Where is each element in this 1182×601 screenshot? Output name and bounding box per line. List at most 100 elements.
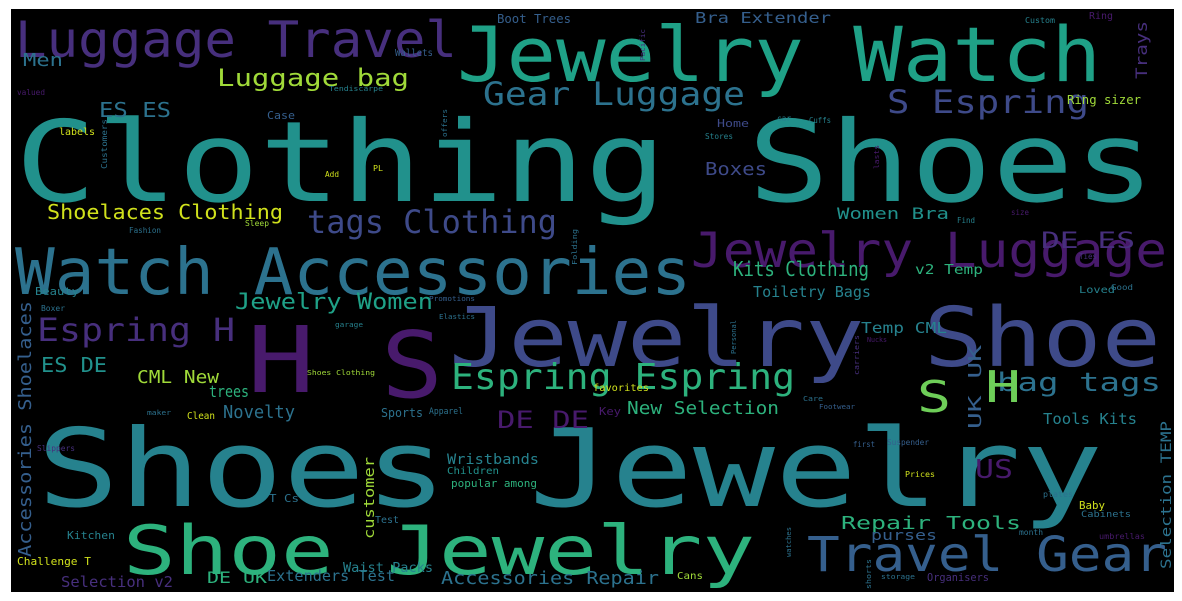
- word: Selection v2: [61, 573, 173, 591]
- word: Accessories Shoelaces: [15, 301, 36, 557]
- word: S Espring: [887, 83, 1089, 121]
- word: Sports: [381, 406, 423, 420]
- word: Luggage Travel: [15, 11, 457, 69]
- word: Elastics: [439, 313, 475, 321]
- word: Shoe Jewelry: [123, 512, 755, 591]
- word: garage: [335, 321, 363, 329]
- word: Loved: [1079, 285, 1115, 296]
- word: Personal: [730, 320, 738, 354]
- word: Beauty: [35, 285, 79, 298]
- word: Stores: [705, 132, 733, 141]
- word: Kits Clothing: [733, 257, 869, 281]
- word: Ties: [1079, 252, 1097, 261]
- word: Boot Trees: [497, 12, 571, 26]
- word: Jewelry Shoe: [449, 291, 1161, 386]
- word: Shoelaces Clothing: [47, 200, 283, 224]
- word: Jewelry Women: [235, 290, 433, 315]
- word: Clothing Shoes: [15, 98, 1155, 228]
- word: H: [247, 307, 315, 414]
- word: umbrellas: [1099, 532, 1145, 541]
- word: Key: [599, 405, 621, 418]
- word: US: [975, 455, 1013, 485]
- word: Cuffs: [809, 116, 831, 125]
- word: Children: [447, 466, 499, 477]
- word: Watch Accessories: [15, 236, 691, 310]
- word: plates: [1043, 490, 1073, 499]
- word: carriers: [853, 335, 861, 375]
- word: car: [777, 114, 791, 123]
- word: Clean: [187, 411, 215, 422]
- word: size: [1011, 208, 1029, 217]
- word: Extenders Test: [267, 567, 395, 585]
- word: H: [985, 362, 1021, 413]
- word: Fashion: [129, 226, 161, 235]
- word: Organisers: [927, 571, 989, 584]
- word: Trays: [1132, 21, 1151, 79]
- word: Challenge T: [17, 555, 91, 568]
- word: Customers: [100, 119, 109, 169]
- word: Wallets: [395, 48, 433, 59]
- word: Nucks: [867, 336, 887, 344]
- word: Espring H: [37, 311, 235, 349]
- word: lasts: [873, 145, 881, 169]
- word: month: [1019, 528, 1043, 537]
- word: Find: [957, 216, 975, 225]
- word: Kitchen: [67, 529, 115, 542]
- word: S: [917, 372, 951, 423]
- word: Luggage bag: [217, 64, 409, 92]
- word: Baby: [1079, 499, 1105, 512]
- word: Cans: [677, 571, 703, 582]
- word: storage: [881, 573, 915, 581]
- word: Bra Extender: [695, 9, 831, 27]
- word: Women Bra: [837, 204, 949, 223]
- word: Home: [717, 117, 749, 130]
- word: bag tags: [997, 368, 1161, 398]
- word: Jewelry Watch: [457, 10, 1101, 99]
- word: maker: [147, 409, 171, 417]
- word: ES DE: [41, 353, 107, 377]
- word: Jewelry Luggage: [691, 223, 1167, 279]
- word: offers: [441, 109, 449, 137]
- word: Care: [803, 395, 823, 403]
- word: ES ES: [99, 98, 171, 122]
- word: Shoes Clothing: [307, 369, 375, 377]
- word: Toiletry Bags: [753, 283, 871, 301]
- word: Wristbands: [447, 452, 539, 468]
- word: Shoes Jewelry: [37, 407, 1103, 532]
- word: v2 Temp: [915, 263, 983, 278]
- word: Ring sizer: [1067, 93, 1141, 107]
- word: valued: [17, 88, 45, 97]
- word: Ring: [1089, 11, 1113, 22]
- word: Accessories Repair: [441, 568, 659, 589]
- word: T Cs: [269, 492, 299, 505]
- word: Custom: [1025, 16, 1055, 25]
- word: purses: [871, 528, 937, 544]
- word: Temp CML: [861, 319, 947, 337]
- word: Cabinets: [1081, 510, 1131, 520]
- word: Folding: [571, 229, 579, 265]
- word: Novelty: [223, 402, 295, 423]
- word: customer: [362, 457, 378, 539]
- word: Case: [267, 109, 295, 122]
- word: tags Clothing: [307, 203, 557, 241]
- word: Pacific: [639, 29, 647, 61]
- word: favorites: [593, 383, 649, 394]
- word-cloud: Clothing Shoes Shoes Jewelry Jewelry Wat…: [11, 9, 1174, 592]
- word: trees: [209, 382, 249, 401]
- word: Good: [1111, 283, 1133, 292]
- word: Espring Espring: [451, 357, 795, 398]
- word: New Selection: [627, 398, 779, 419]
- word: popular among: [451, 477, 537, 490]
- word: S: [381, 312, 443, 419]
- word: Add: [325, 170, 339, 179]
- word: Boxes: [705, 159, 767, 180]
- word: Repair Tools: [841, 513, 1021, 534]
- word: Tendiscarpe: [329, 85, 383, 93]
- word: Prices: [905, 470, 935, 479]
- word: Gear Luggage: [483, 75, 745, 113]
- word: DE UK: [207, 568, 267, 587]
- word: Men: [23, 50, 63, 71]
- word: Footwear: [819, 403, 855, 411]
- word: Selection TEMP: [1159, 421, 1174, 569]
- word: Promotions: [429, 295, 475, 303]
